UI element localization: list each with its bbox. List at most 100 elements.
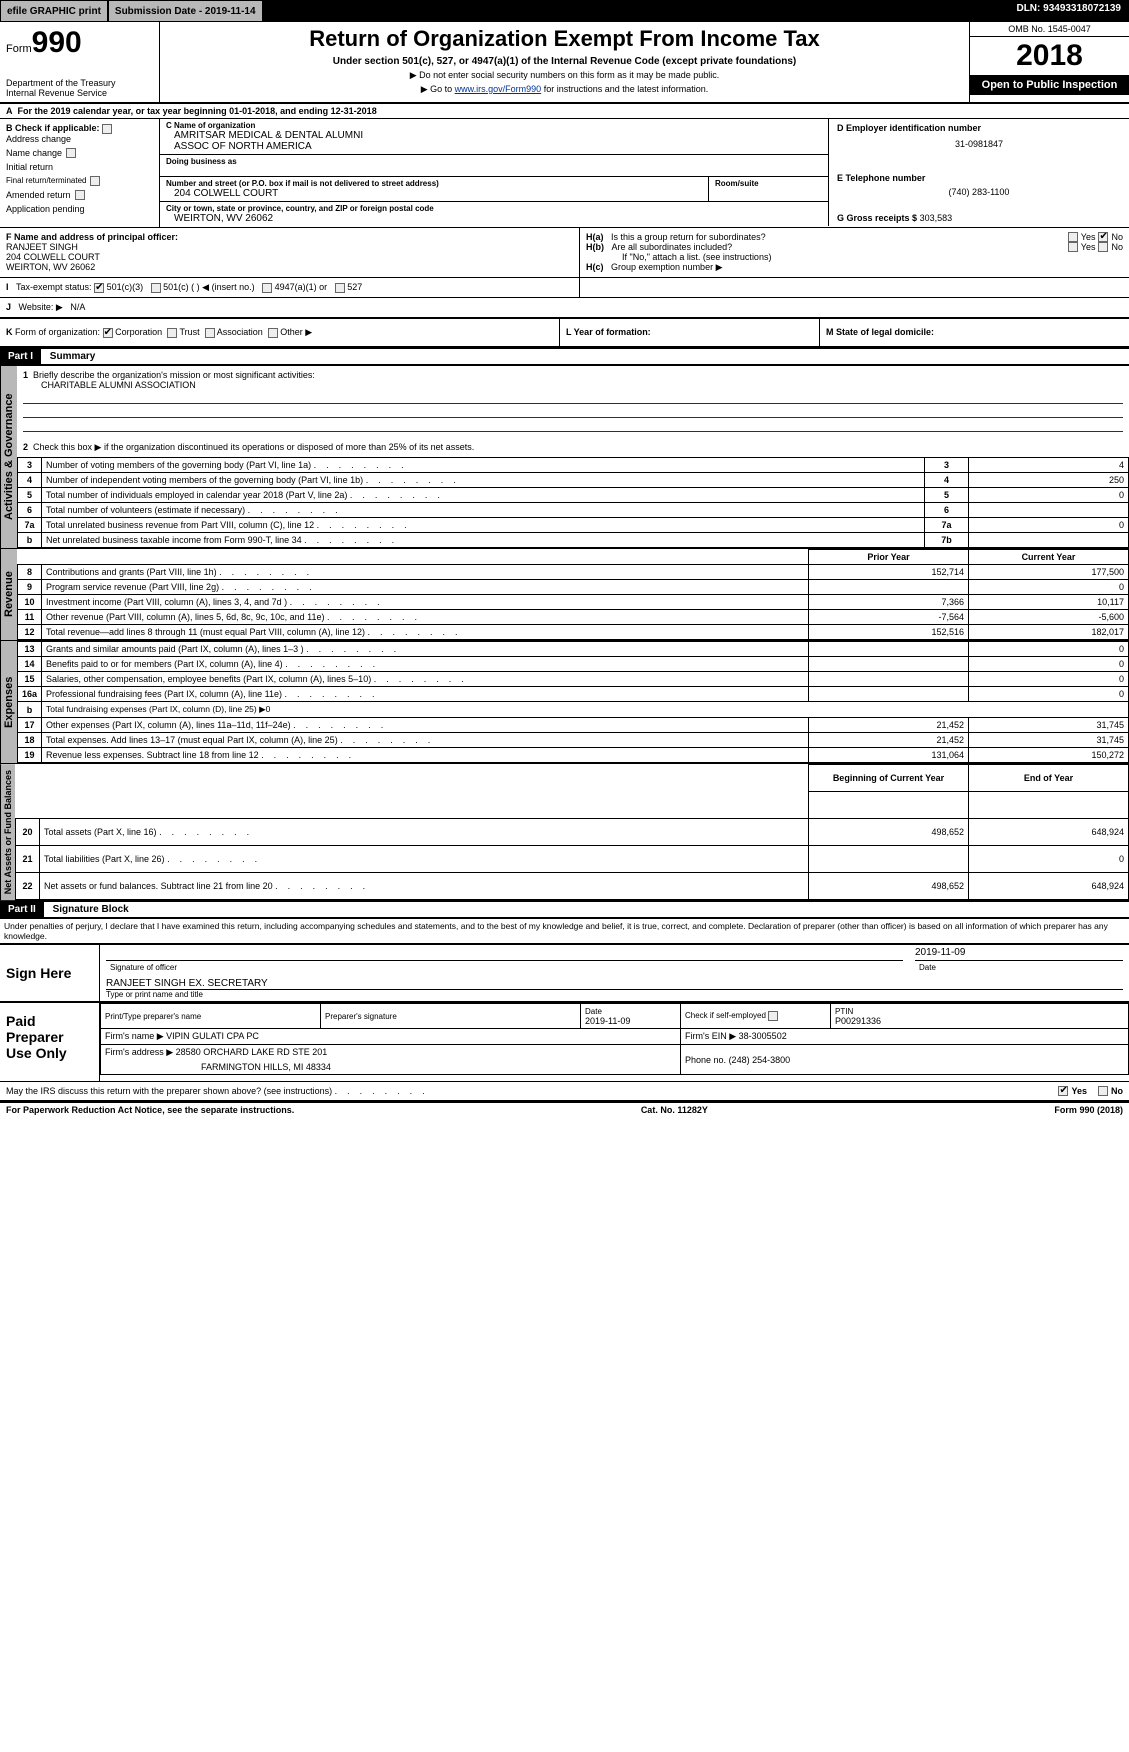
row-text: Total revenue—add lines 8 through 11 (mu… xyxy=(42,625,809,640)
l-label: L Year of formation: xyxy=(566,327,651,337)
prior-val xyxy=(809,642,969,657)
sig-date: 2019-11-09 xyxy=(915,947,1123,961)
chk-discuss-yes[interactable] xyxy=(1058,1086,1068,1096)
irs-link[interactable]: www.irs.gov/Form990 xyxy=(455,84,542,94)
chk-discuss-no[interactable] xyxy=(1098,1086,1108,1096)
street-val: 204 COLWELL COURT xyxy=(166,188,702,199)
prior-val: 131,064 xyxy=(809,748,969,763)
row-label: 7a xyxy=(925,518,969,533)
dba-field: Doing business as xyxy=(160,155,829,177)
form-ref: Form 990 (2018) xyxy=(1054,1105,1123,1115)
note2-pre: ▶ Go to xyxy=(421,84,455,94)
ptin-label: PTIN xyxy=(835,1007,853,1016)
chk-ha-no[interactable] xyxy=(1098,232,1108,242)
row-text: Total number of volunteers (estimate if … xyxy=(42,503,925,518)
sig-date-label: Date xyxy=(915,961,1123,974)
prep-sig-label: Preparer's signature xyxy=(325,1012,397,1021)
part2-title: Signature Block xyxy=(53,904,129,915)
tab-expenses: Expenses xyxy=(0,641,17,763)
efile-print-button[interactable]: efile GRAPHIC print xyxy=(0,0,108,22)
row-label: 3 xyxy=(925,458,969,473)
chk-501c3[interactable] xyxy=(94,283,104,293)
rev-table: Prior Year Current Year8 Contributions a… xyxy=(17,549,1129,640)
chk-applicable[interactable] xyxy=(102,124,112,134)
chk-hb-no[interactable] xyxy=(1098,242,1108,252)
current-val: 0 xyxy=(969,580,1129,595)
firm-addr2: FARMINGTON HILLS, MI 48334 xyxy=(101,1060,681,1075)
b-item-5: Application pending xyxy=(6,204,153,214)
row-num: 6 xyxy=(18,503,42,518)
chk-self-emp[interactable] xyxy=(768,1011,778,1021)
row-text: Total assets (Part X, line 16) xyxy=(40,819,809,846)
chk-ha-yes[interactable] xyxy=(1068,232,1078,242)
row-label: 5 xyxy=(925,488,969,503)
paid-preparer-label: Paid Preparer Use Only xyxy=(0,1003,100,1081)
row-text: Grants and similar amounts paid (Part IX… xyxy=(42,642,809,657)
block-b: B Check if applicable: Address change Na… xyxy=(0,119,160,227)
row-num: 4 xyxy=(18,473,42,488)
row-text: Total number of individuals employed in … xyxy=(42,488,925,503)
sign-here-label: Sign Here xyxy=(0,945,100,1001)
submission-date-button[interactable]: Submission Date - 2019-11-14 xyxy=(108,0,263,22)
l2-text: Check this box ▶ if the organization dis… xyxy=(33,442,474,452)
current-val: 648,924 xyxy=(969,873,1129,900)
chk-corp[interactable] xyxy=(103,328,113,338)
city-val: WEIRTON, WV 26062 xyxy=(166,213,822,224)
i-label: Tax-exempt status: xyxy=(16,282,92,292)
current-val: 31,745 xyxy=(969,718,1129,733)
prior-val xyxy=(809,687,969,702)
entity-block: B Check if applicable: Address change Na… xyxy=(0,119,1129,228)
chk-other[interactable] xyxy=(268,328,278,338)
tab-governance: Activities & Governance xyxy=(0,366,17,548)
k-l-m-block: K Form of organization: Corporation Trus… xyxy=(0,319,1129,348)
row-text: Total expenses. Add lines 13–17 (must eq… xyxy=(42,733,809,748)
current-val: 182,017 xyxy=(969,625,1129,640)
name-title-label: Type or print name and title xyxy=(106,990,1123,999)
phone-val: (740) 283-1100 xyxy=(837,187,1121,197)
prior-val: 152,516 xyxy=(809,625,969,640)
a-pre: For the 2019 calendar year, or tax year … xyxy=(18,106,230,116)
chk-527[interactable] xyxy=(335,283,345,293)
k-label: Form of organization: xyxy=(15,327,100,337)
j-block: J Website: ▶ N/A xyxy=(0,298,1129,319)
row-label: 6 xyxy=(925,503,969,518)
chk-trust[interactable] xyxy=(167,328,177,338)
current-val: -5,600 xyxy=(969,610,1129,625)
header-left: Form990 Department of the Treasury Inter… xyxy=(0,22,160,102)
row-text: Salaries, other compensation, employee b… xyxy=(42,672,809,687)
row-num: 17 xyxy=(18,718,42,733)
row-val: 250 xyxy=(969,473,1129,488)
firm-addr: 28580 ORCHARD LAKE RD STE 201 xyxy=(176,1047,328,1057)
row-num: 11 xyxy=(18,610,42,625)
chk-hb-yes[interactable] xyxy=(1068,242,1078,252)
chk-final[interactable] xyxy=(90,176,100,186)
row-text: Net unrelated business taxable income fr… xyxy=(42,533,925,548)
row-val xyxy=(969,503,1129,518)
row-label: 7b xyxy=(925,533,969,548)
current-val: 10,117 xyxy=(969,595,1129,610)
row-text: Total liabilities (Part X, line 26) xyxy=(40,846,809,873)
form-note-ssn: ▶ Do not enter social security numbers o… xyxy=(166,70,963,81)
current-val: 0 xyxy=(969,657,1129,672)
dba-label: Doing business as xyxy=(166,157,822,166)
row-num: 16a xyxy=(18,687,42,702)
ein-val: 31-0981847 xyxy=(837,139,1121,149)
mission-line2 xyxy=(23,406,1123,418)
row-text: Investment income (Part VIII, column (A)… xyxy=(42,595,809,610)
discuss-text: May the IRS discuss this return with the… xyxy=(6,1086,425,1096)
chk-assoc[interactable] xyxy=(205,328,215,338)
j-label: Website: ▶ xyxy=(19,302,63,313)
form-number: Form990 xyxy=(6,26,153,60)
chk-amended[interactable] xyxy=(75,190,85,200)
net-table: Beginning of Current Year End of Year 20… xyxy=(15,764,1129,900)
current-val: 0 xyxy=(969,672,1129,687)
b-item-0: Address change xyxy=(6,134,153,144)
chk-4947[interactable] xyxy=(262,283,272,293)
ptin-val: P00291336 xyxy=(835,1016,881,1026)
h-a-yesno: Yes No xyxy=(1068,232,1123,242)
chk-name-change[interactable] xyxy=(66,148,76,158)
part1-badge: Part I xyxy=(0,349,41,364)
h-b-yesno: Yes No xyxy=(1068,242,1123,252)
chk-501c[interactable] xyxy=(151,283,161,293)
city-label: City or town, state or province, country… xyxy=(166,204,822,213)
